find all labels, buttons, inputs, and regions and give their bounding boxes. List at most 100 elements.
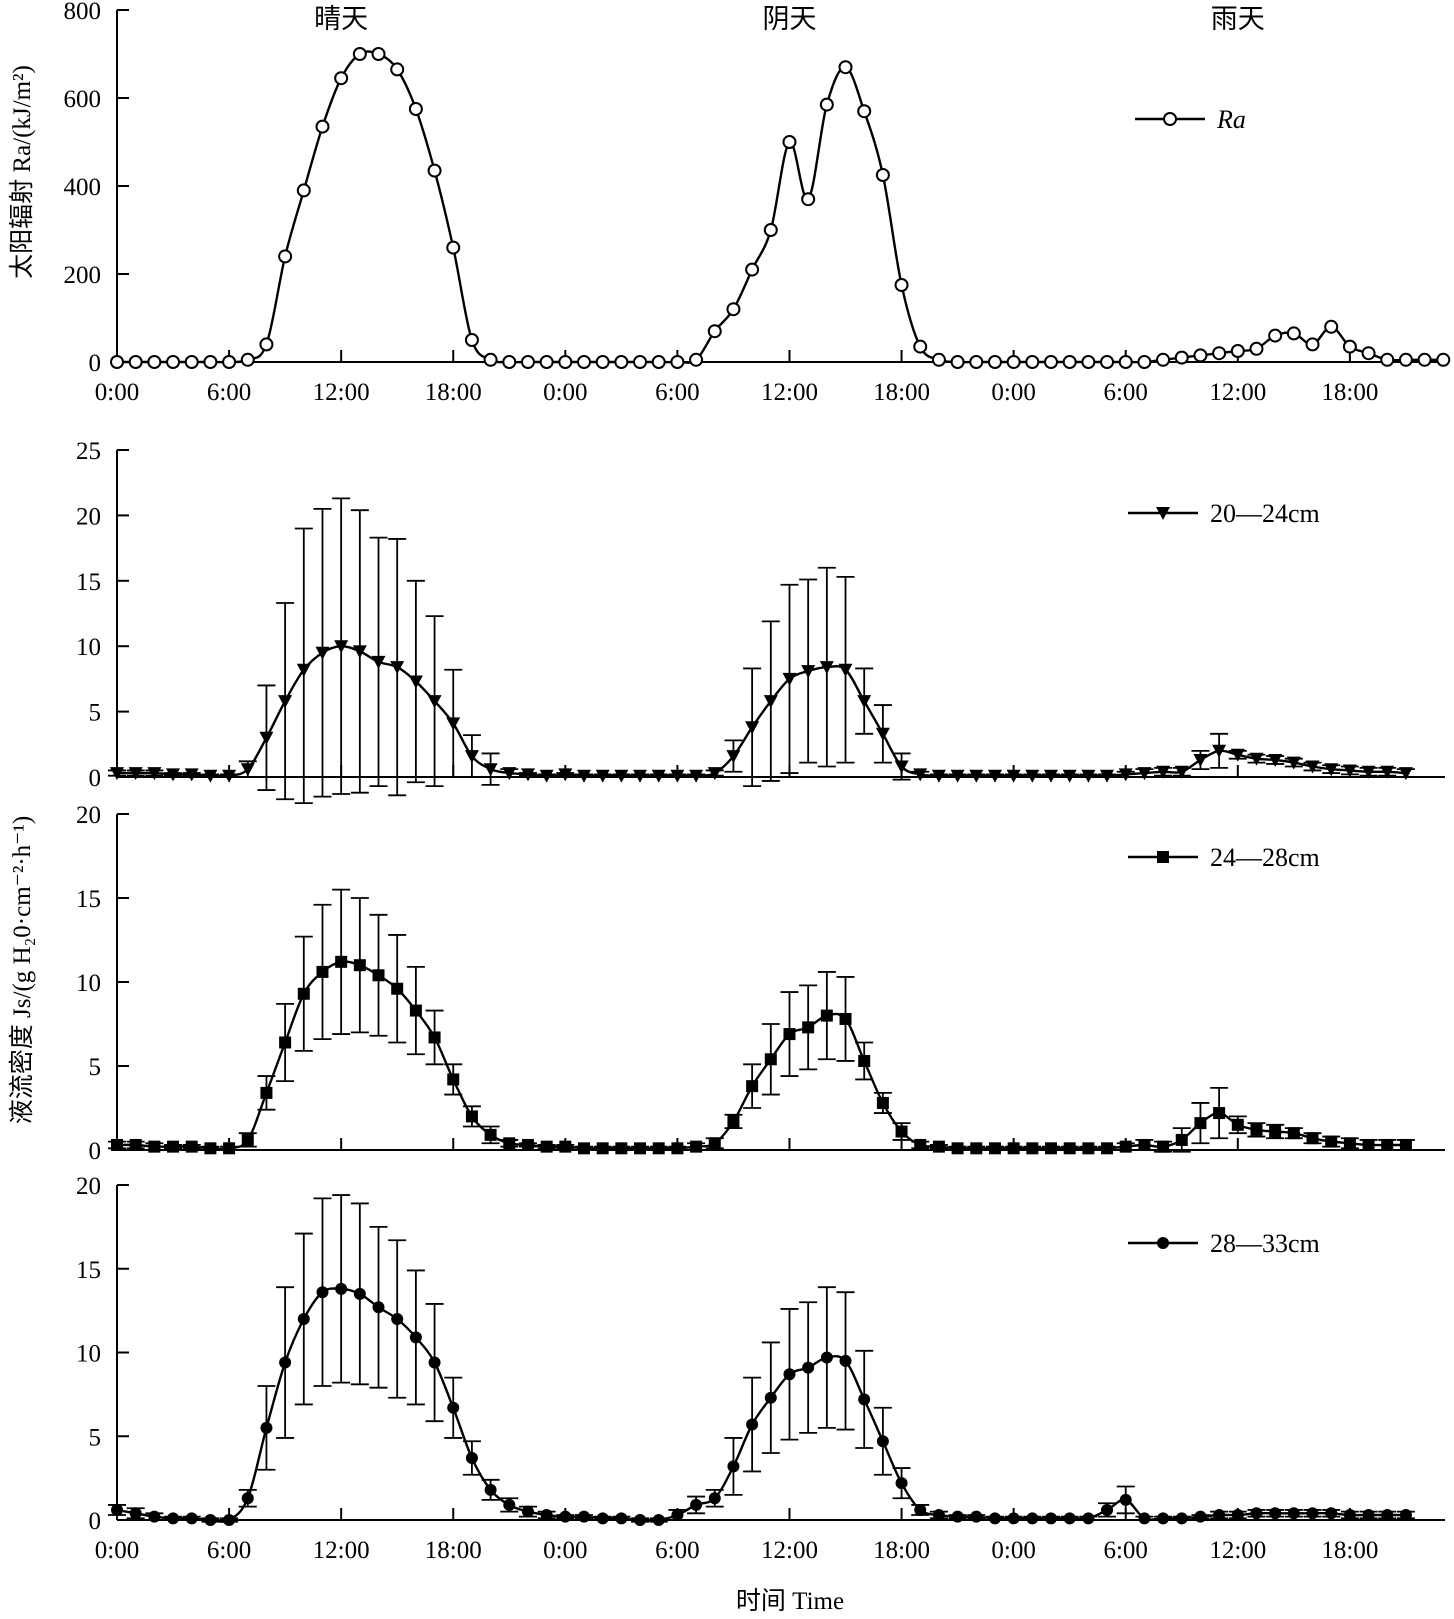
data-point (1044, 769, 1058, 783)
x-tick-label: 18:00 (873, 379, 930, 406)
data-point (689, 352, 704, 367)
data-point (558, 355, 573, 369)
x-tick-label: 0:00 (95, 1537, 139, 1564)
data-point (951, 1510, 964, 1523)
data-point (894, 278, 909, 292)
data-point (483, 352, 498, 367)
js-y-axis-label: 液流密度 Js/(g H₂0·cm⁻²·h⁻¹) (8, 816, 36, 1124)
data-point (559, 1510, 572, 1523)
data-point (578, 1510, 590, 1523)
data-point (241, 1133, 254, 1146)
data-point (634, 1514, 647, 1526)
data-point (185, 1140, 198, 1153)
data-point (1007, 1142, 1020, 1155)
y-tick-label: 25 (76, 438, 101, 465)
panel-2: 0 5 10 15 20 25 20—24cm (76, 438, 1445, 805)
data-point (1026, 1512, 1039, 1525)
data-point (558, 768, 573, 782)
data-point (1286, 326, 1301, 341)
data-point (988, 769, 1002, 783)
data-point (1213, 1508, 1226, 1521)
legend-marker (1157, 1237, 1169, 1249)
data-point (1306, 1132, 1319, 1145)
data-point (858, 1054, 871, 1067)
data-point (128, 767, 143, 781)
data-point (951, 1142, 964, 1155)
data-point (128, 355, 143, 369)
data-point (1118, 355, 1133, 369)
data-point (1156, 765, 1171, 779)
data-point (802, 1021, 815, 1034)
data-point (166, 768, 180, 782)
legend-label: Ra (1216, 105, 1246, 134)
series-line (116, 644, 1406, 778)
data-point (1249, 341, 1264, 356)
data-point (335, 1282, 348, 1295)
data-point (1156, 352, 1171, 367)
data-point (111, 1503, 123, 1516)
data-point (503, 1498, 516, 1511)
data-point (689, 769, 704, 783)
y-tick-label: 5 (89, 700, 102, 727)
y-tick-label: 0 (89, 350, 102, 377)
data-point (838, 60, 853, 75)
y-tick-label: 0 (89, 1138, 102, 1165)
data-point (1101, 1142, 1114, 1155)
data-point (578, 1142, 590, 1155)
data-point (671, 1142, 684, 1155)
data-point (539, 769, 554, 783)
y-tick-label: 600 (64, 86, 102, 113)
y-tick-label: 15 (76, 886, 101, 913)
series-line (116, 960, 1406, 1151)
data-point (203, 769, 218, 783)
data-point (503, 1137, 516, 1150)
data-point (371, 655, 386, 669)
data-point (1100, 769, 1114, 783)
data-point (167, 1140, 180, 1153)
data-point (1305, 337, 1320, 352)
data-point (316, 1286, 329, 1299)
data-point (502, 767, 517, 781)
data-point (1286, 756, 1301, 770)
data-point (802, 1361, 815, 1374)
data-point (559, 1140, 572, 1153)
data-point (1138, 1512, 1151, 1525)
y-tick-label: 800 (64, 0, 102, 25)
data-point (483, 763, 498, 777)
data-point (484, 1128, 497, 1141)
legend-label: 24—28cm (1210, 843, 1320, 872)
data-point (876, 1096, 889, 1109)
data-point (931, 352, 946, 367)
data-point (1361, 346, 1376, 361)
data-point (614, 769, 629, 783)
data-point (708, 1492, 721, 1505)
data-point (1157, 1512, 1170, 1525)
data-point (988, 1512, 1001, 1525)
data-point (1138, 1138, 1151, 1151)
data-point (334, 640, 349, 654)
data-point (1044, 355, 1058, 369)
data-point (409, 1004, 422, 1017)
x-tick-label: 0:00 (95, 379, 139, 406)
data-point (857, 104, 872, 119)
data-point (950, 355, 965, 369)
data-point (1361, 765, 1376, 779)
data-point (652, 1514, 665, 1526)
data-point (839, 1354, 852, 1367)
data-point (1062, 355, 1077, 369)
data-point (1025, 769, 1040, 783)
data-point (446, 717, 461, 731)
data-point (634, 1142, 647, 1155)
panel-3: 0 5 10 15 20 24—28cm (76, 802, 1445, 1165)
data-point (932, 1140, 945, 1153)
data-point (540, 1508, 553, 1521)
data-point (970, 1510, 983, 1523)
data-point (447, 1401, 460, 1414)
data-point (615, 1512, 628, 1525)
data-point (1381, 1138, 1394, 1151)
data-point (1268, 328, 1283, 343)
y-tick-label: 20 (76, 1173, 101, 1200)
y-tick-label: 15 (76, 569, 101, 596)
data-point (1342, 764, 1357, 778)
